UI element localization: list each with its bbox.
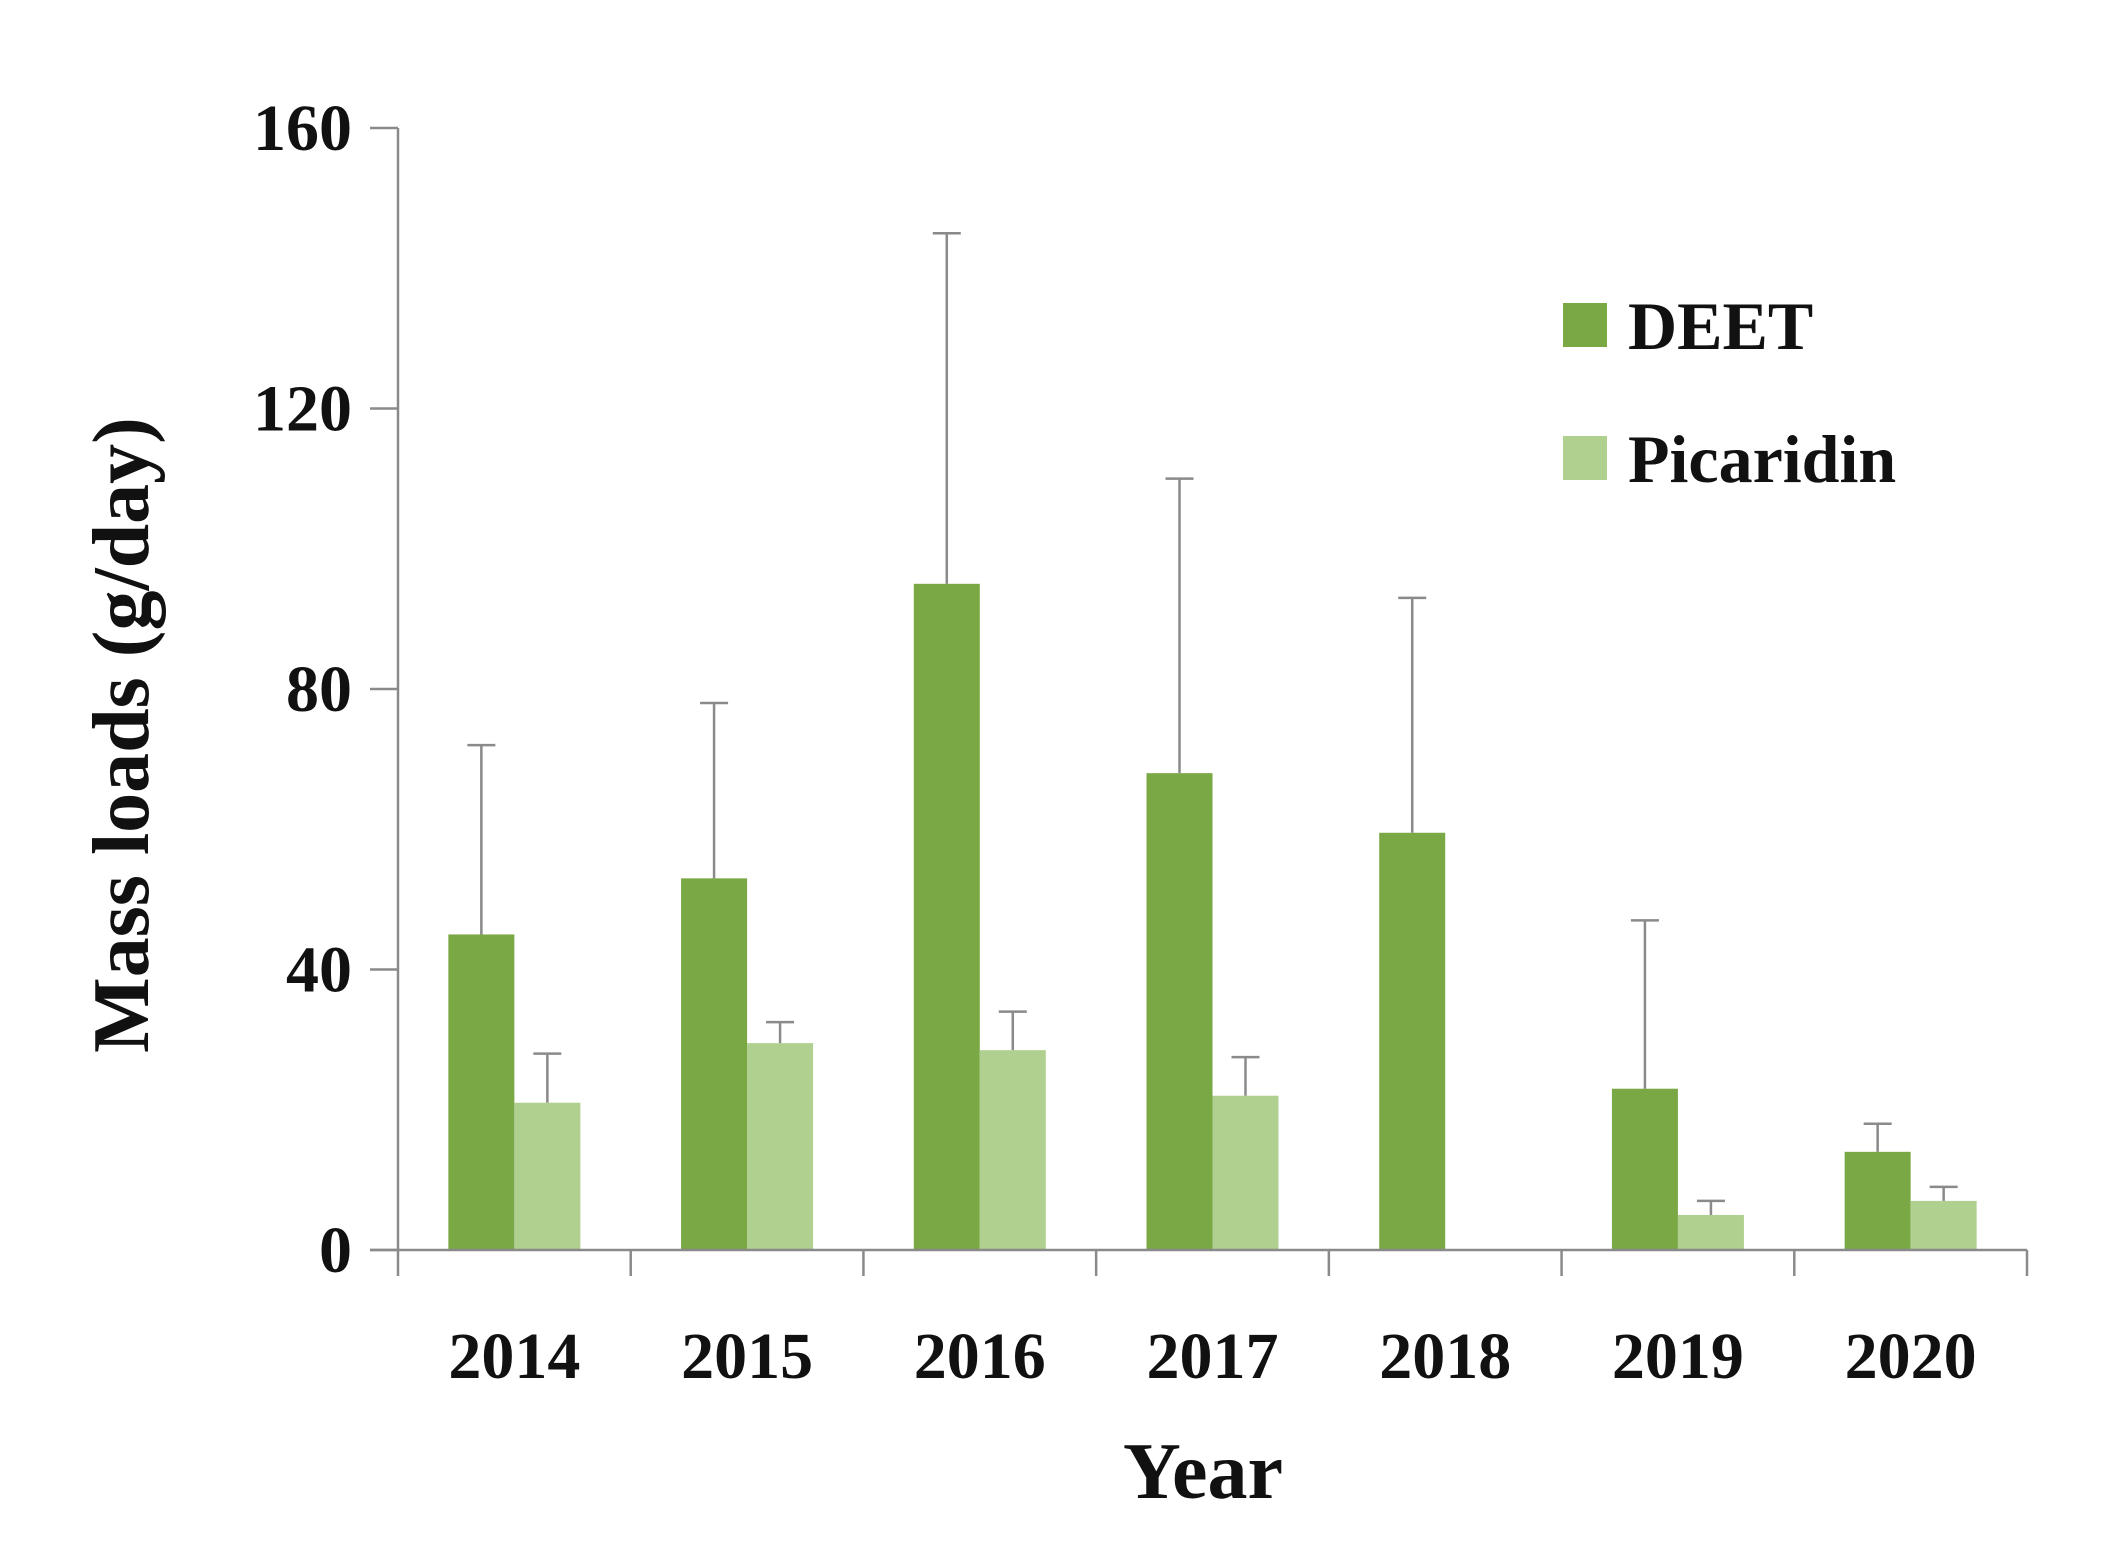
bar-deet-2018: [1379, 832, 1446, 1250]
y-tick-label-120: 120: [253, 373, 352, 446]
axes: 0 40 80 120 160 2014 2015 2016 2017 2018 2019 2020: [253, 92, 2029, 1393]
bar-deet-2017: [1146, 773, 1213, 1250]
bar-deet-2015: [681, 878, 748, 1250]
legend: DEET Picaridin: [1563, 288, 1896, 497]
y-tick-label-40: 40: [286, 934, 352, 1007]
y-tick-label-0: 0: [319, 1214, 352, 1287]
bar-picaridin-2019: [1677, 1214, 1744, 1250]
legend-swatch-picaridin: [1563, 436, 1607, 480]
y-tick-label-160: 160: [253, 92, 352, 165]
x-tick-label-2020: 2020: [1845, 1320, 1977, 1393]
bar-deet-2016: [913, 583, 980, 1250]
bar-picaridin-2016: [979, 1050, 1046, 1250]
bar-picaridin-2014: [514, 1102, 581, 1250]
x-axis-title: Year: [1123, 1428, 1283, 1516]
x-tick-label-2018: 2018: [1379, 1320, 1511, 1393]
bar-deet-2019: [1611, 1088, 1678, 1250]
bar-picaridin-2017: [1212, 1095, 1279, 1250]
x-tick-label-2015: 2015: [681, 1320, 813, 1393]
bar-deet-2020: [1844, 1151, 1911, 1250]
legend-label-deet: DEET: [1628, 288, 1813, 364]
x-tick-label-2019: 2019: [1612, 1320, 1744, 1393]
bar-picaridin-2015: [747, 1043, 814, 1250]
legend-swatch-deet: [1563, 303, 1607, 347]
legend-label-picaridin: Picaridin: [1628, 421, 1896, 497]
y-tick-label-80: 80: [286, 653, 352, 726]
x-tick-label-2017: 2017: [1147, 1320, 1279, 1393]
bar-deet-2014: [448, 934, 515, 1250]
plot-area: [448, 231, 1977, 1250]
y-axis-title: Mass loads (g/day): [78, 417, 166, 1053]
bar-picaridin-2020: [1910, 1200, 1977, 1250]
x-tick-label-2014: 2014: [448, 1320, 580, 1393]
x-tick-label-2016: 2016: [914, 1320, 1046, 1393]
